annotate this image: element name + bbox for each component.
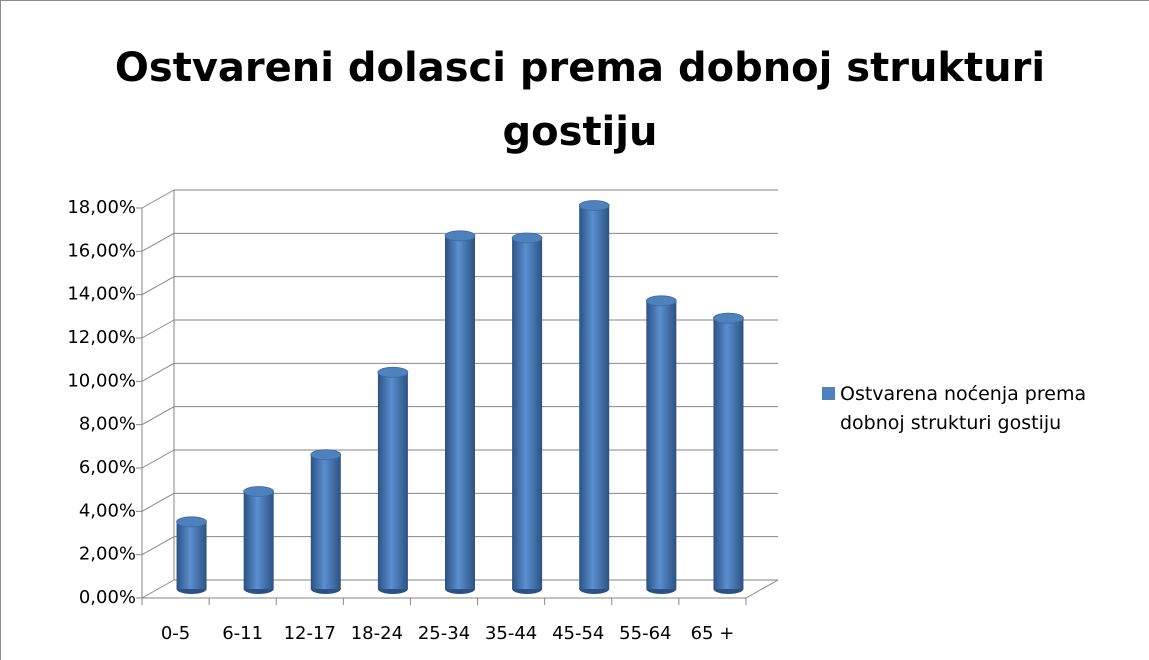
bar-top [377, 366, 409, 378]
y-tick-label: 6,00% [79, 457, 136, 478]
bar [713, 318, 744, 589]
grid-line [141, 492, 175, 512]
bar-top [578, 200, 610, 211]
x-tick-label: 25-34 [418, 623, 470, 644]
y-tick-label: 0,00% [79, 587, 136, 608]
grid-line [141, 579, 175, 599]
legend-label: Ostvarena noćenja prema dobnoj strukturi… [840, 383, 1087, 434]
x-tick-label: 45-54 [552, 623, 604, 644]
x-tick-label: 12-17 [284, 623, 336, 644]
bar [579, 205, 610, 589]
bar [176, 521, 207, 589]
chart-title: Ostvareni dolasci prema dobnoj strukturi… [114, 45, 1046, 155]
bar-top [310, 449, 342, 461]
y-tick-label: 12,00% [67, 327, 136, 348]
x-tick-label: 0-5 [161, 623, 190, 644]
x-tick-label: 6-11 [222, 623, 263, 644]
bar [646, 300, 677, 589]
x-tick-label: 18-24 [351, 623, 403, 644]
bar-top [645, 295, 677, 307]
legend-swatch [822, 387, 835, 400]
y-tick-label: 8,00% [79, 414, 136, 435]
bar-top [444, 230, 476, 242]
y-tick-label: 18,00% [67, 197, 136, 218]
bar-top [511, 232, 543, 244]
grid-line [141, 189, 175, 209]
bar-top [713, 312, 744, 324]
grid-line [141, 319, 175, 339]
x-tick-label: 55-64 [619, 623, 671, 644]
floor-edge [745, 579, 779, 599]
bar [243, 491, 274, 589]
bar-top [243, 486, 275, 497]
bar [377, 372, 408, 589]
grid-line [141, 232, 175, 252]
y-tick-label: 2,00% [79, 544, 136, 565]
bar-top [176, 516, 207, 528]
bar [445, 235, 475, 590]
grid-line [141, 406, 175, 426]
y-tick-label: 16,00% [67, 240, 136, 261]
y-tick-label: 10,00% [67, 370, 136, 391]
bar [310, 454, 341, 589]
grid-line [141, 362, 175, 382]
grid-line [141, 536, 175, 556]
bar [512, 238, 543, 589]
y-tick-label: 4,00% [79, 500, 136, 521]
x-tick-label: 65 + [691, 623, 735, 644]
grid-line [141, 449, 175, 469]
grid-line [141, 276, 175, 296]
y-tick-label: 14,00% [67, 284, 136, 305]
x-tick-label: 35-44 [485, 623, 537, 644]
